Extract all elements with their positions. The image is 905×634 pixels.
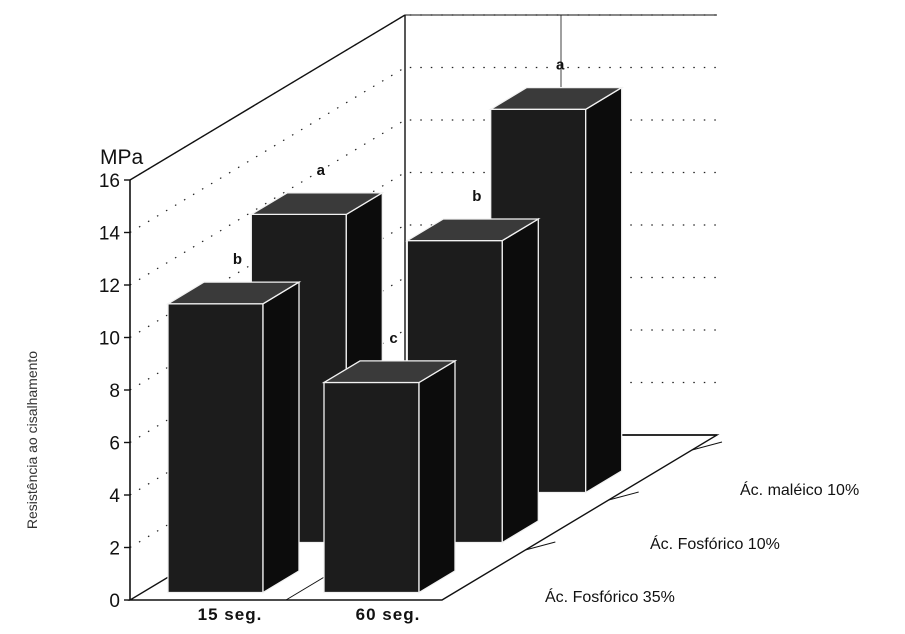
y-tick-label: 6 — [109, 434, 120, 455]
y-tick-label: 12 — [99, 276, 120, 297]
series-row-tick — [691, 441, 723, 451]
gridline — [129, 14, 717, 181]
bar — [321, 359, 458, 594]
series-label-maleico-10: Ác. maléico 10% — [740, 480, 859, 499]
bar-side-face — [585, 86, 623, 494]
bar-top-face — [165, 281, 302, 305]
bar-side-face — [262, 280, 300, 594]
series-row-tick — [608, 491, 639, 501]
y-unit-label: MPa — [100, 146, 144, 169]
y-tick-label: 4 — [109, 486, 120, 507]
series-label-fosforico-35: Ác. Fosfórico 35% — [545, 587, 675, 606]
bar-side-face — [501, 217, 539, 544]
bars-layer — [165, 86, 625, 594]
significance-label: b — [233, 251, 242, 268]
labels-layer: MPa Resistência ao cisalhamento 15 seg. … — [24, 57, 859, 624]
y-axis-label: Resistência ao cisalhamento — [24, 351, 40, 529]
y-tick-label: 10 — [99, 329, 120, 350]
bar-top-face — [248, 192, 385, 216]
bar-top-face — [404, 218, 541, 242]
significance-label: a — [556, 57, 565, 74]
y-tick-label: 16 — [99, 171, 120, 192]
bar-front-face — [323, 381, 420, 594]
wall-top-edge — [129, 14, 406, 181]
gridline — [129, 66, 717, 234]
bar-side-face — [418, 359, 456, 594]
significance-label: a — [317, 162, 326, 179]
bar-top-face — [488, 86, 625, 110]
category-label-60s: 60 seg. — [356, 605, 421, 624]
y-tick-label: 8 — [109, 381, 120, 402]
significance-label: c — [389, 330, 397, 347]
y-tick-label: 0 — [109, 591, 120, 612]
bar — [165, 280, 302, 594]
bar-front-face — [167, 303, 264, 594]
y-tick-label: 2 — [109, 539, 120, 560]
y-tick-label: 14 — [99, 224, 121, 245]
significance-label: b — [472, 188, 481, 205]
category-label-15s: 15 seg. — [198, 605, 263, 624]
series-label-fosforico-10: Ác. Fosfórico 10% — [650, 534, 780, 553]
bar-top-face — [321, 360, 458, 384]
series-row-tick — [525, 541, 556, 551]
